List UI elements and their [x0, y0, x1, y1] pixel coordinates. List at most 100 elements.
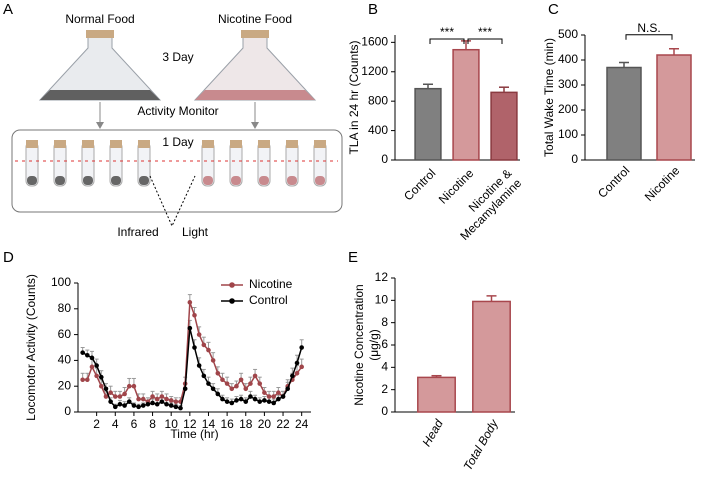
bar	[472, 300, 511, 413]
point	[108, 399, 113, 404]
x-tick-label: 18	[239, 417, 253, 431]
point	[210, 386, 216, 392]
point	[234, 398, 239, 403]
legend-marker	[229, 298, 235, 304]
point	[294, 360, 300, 366]
tube-cap	[82, 140, 94, 148]
panel-label: D	[3, 249, 14, 266]
point	[215, 391, 221, 397]
point	[131, 403, 137, 408]
point	[266, 399, 272, 404]
tube-cap	[258, 140, 270, 148]
point	[224, 399, 230, 404]
y-tick-label: 0	[64, 404, 71, 418]
y-tick-label: 10	[375, 293, 389, 307]
y-tick-label: 2	[381, 382, 388, 396]
point	[234, 383, 239, 389]
point	[150, 400, 155, 406]
y-tick-label: 80	[58, 301, 72, 315]
diagram: A Normal Food Nicotine Food 3 Day Activi…	[3, 1, 343, 239]
y-tick-label: 300	[558, 77, 578, 91]
point	[224, 381, 230, 386]
bar	[417, 376, 456, 413]
x-tick-label: 22	[276, 417, 290, 431]
point	[154, 401, 160, 407]
tube-cap	[230, 140, 242, 148]
point	[154, 396, 160, 402]
y-axis-label: (μg/g)	[367, 329, 381, 361]
tube-food	[315, 176, 325, 185]
point	[220, 396, 225, 402]
point	[276, 390, 281, 395]
y-tick-label: 20	[58, 378, 72, 392]
diagram-label: Nicotine Food	[218, 12, 292, 26]
point	[252, 396, 258, 402]
point	[238, 377, 244, 383]
y-tick-label: 200	[558, 102, 578, 116]
point	[178, 405, 183, 411]
series-line	[82, 302, 303, 403]
tubes	[25, 140, 327, 187]
point	[168, 403, 174, 408]
point	[215, 371, 221, 376]
point	[136, 396, 141, 402]
point	[299, 364, 304, 370]
point	[164, 396, 169, 402]
point	[187, 300, 193, 305]
panel-label: C	[548, 1, 559, 18]
point	[257, 381, 263, 386]
point	[294, 371, 300, 376]
x-tick-label: Total Body	[461, 416, 502, 473]
x-tick-label: 4	[112, 417, 119, 431]
y-tick-label: 100	[558, 127, 578, 141]
x-tick-label: 24	[295, 417, 309, 431]
point	[173, 399, 179, 404]
point	[192, 312, 197, 318]
arrow-head	[251, 122, 259, 129]
y-axis-label: Total Wake Time (min)	[542, 38, 556, 157]
point	[248, 381, 253, 386]
point	[99, 374, 104, 380]
y-axis-label: TLA in 24 hr (Counts)	[347, 40, 361, 154]
point	[238, 396, 244, 402]
x-axis-label: Time (hr)	[170, 427, 218, 441]
x-tick-label: 8	[149, 417, 156, 431]
point	[210, 358, 216, 363]
y-axis-label: Locomotor Activity (Counts)	[24, 274, 38, 421]
tube-food	[83, 176, 93, 185]
tube-cap	[314, 140, 326, 148]
point	[299, 345, 304, 350]
point	[85, 377, 90, 383]
bar	[490, 91, 518, 161]
point	[85, 352, 90, 358]
point	[201, 342, 207, 348]
panel-label: E	[348, 249, 358, 266]
point	[164, 401, 169, 407]
bar	[656, 54, 692, 161]
point	[122, 403, 127, 408]
point	[196, 363, 202, 368]
point	[112, 394, 118, 399]
tube-cap	[54, 140, 66, 148]
tube-food	[111, 176, 121, 185]
x-tick-label: Nicotine	[642, 163, 683, 204]
point	[229, 400, 235, 406]
x-tick-label: 16	[220, 417, 234, 431]
point	[280, 394, 286, 399]
y-tick-label: 40	[58, 353, 72, 367]
point	[206, 381, 211, 386]
point	[201, 373, 207, 379]
tube-cap	[286, 140, 298, 148]
significance-label: N.S.	[637, 21, 660, 35]
significance-bracket	[429, 38, 465, 44]
point	[257, 399, 263, 404]
y-tick-label: 0	[381, 404, 388, 418]
beam-lines	[149, 175, 196, 228]
tube-food	[55, 176, 65, 185]
point	[117, 401, 123, 407]
x-tick-label: Control	[595, 163, 632, 200]
y-tick-label: 100	[51, 275, 71, 289]
diagram-label: 3 Day	[162, 50, 193, 64]
y-tick-label: 8	[381, 315, 388, 329]
